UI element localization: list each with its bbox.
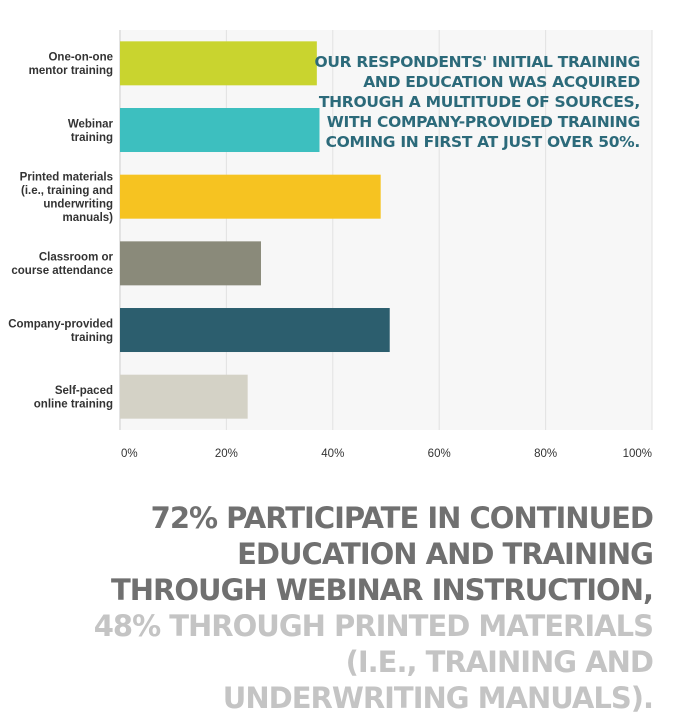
chart-annotation: OUR RESPONDENTS' INITIAL TRAINING AND EDU…	[314, 53, 640, 151]
annotation-line: OUR RESPONDENTS' INITIAL TRAINING	[314, 53, 640, 71]
x-tick-label: 100%	[623, 448, 652, 460]
annotation-line: AND EDUCATION WAS ACQUIRED	[363, 73, 640, 91]
x-tick-labels: 0% 20% 40% 60% 80% 100%	[121, 448, 652, 460]
category-label: Classroom or course attendance	[11, 252, 113, 278]
bar	[120, 41, 317, 86]
x-tick-label: 20%	[215, 448, 238, 460]
x-tick-label: 60%	[428, 448, 451, 460]
bar	[120, 174, 381, 219]
plot-area	[119, 30, 652, 430]
grid-lines	[119, 30, 653, 430]
category-label: Company-provided training	[8, 318, 113, 344]
annotation-line: THROUGH A MULTITUDE OF SOURCES,	[319, 93, 640, 111]
bar	[120, 308, 390, 353]
x-tick-label: 0%	[121, 448, 138, 460]
annotation-line: COMING IN FIRST AT JUST OVER 50%.	[326, 133, 640, 151]
category-labels: One-on-one mentor training Webinar training…	[8, 52, 113, 411]
bar	[120, 374, 248, 419]
x-tick-label: 80%	[534, 448, 557, 460]
x-tick-label: 40%	[321, 448, 344, 460]
bars-group	[120, 41, 390, 419]
annotation-line: WITH COMPANY-PROVIDED TRAINING	[327, 113, 640, 131]
footer-dark-text: 72% PARTICIPATE IN CONTINUED EDUCATION A…	[111, 501, 654, 607]
category-label: Webinar training	[68, 118, 114, 144]
footer-light-text: 48% THROUGH PRINTED MATERIALS (I.E., TRA…	[93, 609, 654, 715]
footer-statement: 72% PARTICIPATE IN CONTINUED EDUCATION A…	[93, 500, 654, 716]
category-label: Printed materials (i.e., training and unde…	[20, 171, 113, 224]
category-label: One-on-one mentor training	[29, 52, 113, 78]
bar	[120, 108, 320, 153]
bar	[120, 241, 261, 286]
bar-chart: One-on-one mentor training Webinar training…	[8, 30, 653, 460]
category-label: Self-paced online training	[34, 385, 113, 411]
